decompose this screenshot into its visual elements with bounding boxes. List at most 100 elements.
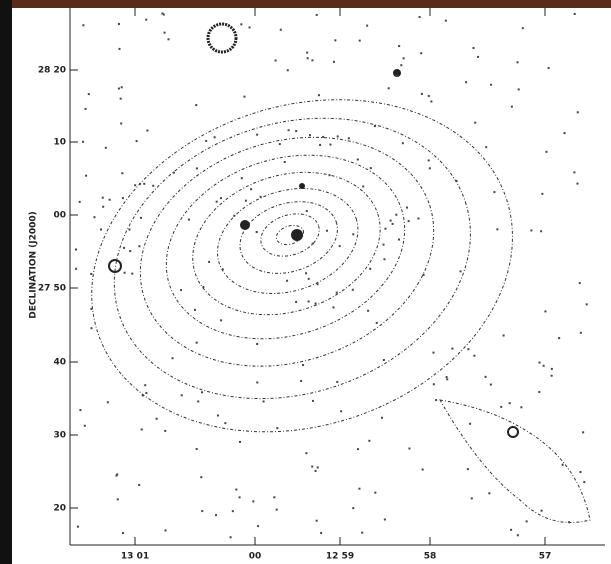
noise-dot — [334, 39, 336, 41]
noise-dot — [500, 406, 502, 408]
x-tick-label: 13 01 — [121, 552, 149, 562]
noise-dot — [256, 381, 258, 383]
noise-dot — [422, 469, 424, 471]
noise-dot — [485, 376, 487, 378]
noise-dot — [428, 95, 430, 97]
noise-dot — [144, 384, 146, 386]
noise-dot — [250, 188, 252, 190]
noise-dot — [473, 355, 475, 357]
noise-dot — [374, 125, 376, 127]
noise-dot — [388, 87, 390, 89]
noise-dot — [548, 67, 550, 69]
noise-dot — [256, 231, 258, 233]
noise-dot — [215, 514, 217, 516]
noise-dot — [526, 520, 528, 522]
noise-dot — [396, 75, 398, 77]
noise-dot — [472, 47, 474, 49]
noise-dot — [146, 130, 148, 132]
noise-dot — [503, 334, 505, 336]
noise-dot — [539, 362, 541, 364]
noise-dot — [279, 143, 281, 145]
y-axis-label: DECLINATION (J2000) — [29, 211, 39, 319]
noise-dot — [573, 171, 575, 173]
noise-dot — [329, 174, 331, 176]
noise-dot — [318, 94, 320, 96]
noise-dot — [252, 500, 254, 502]
noise-dot — [307, 57, 309, 59]
noise-dot — [579, 282, 581, 284]
noise-dot — [75, 268, 77, 270]
noise-dot — [84, 425, 86, 427]
x-tick-label: 58 — [424, 552, 437, 562]
noise-dot — [488, 492, 490, 494]
noise-dot — [348, 137, 350, 139]
noise-dot — [306, 210, 308, 212]
noise-dot — [105, 147, 107, 149]
noise-dot — [510, 529, 512, 531]
noise-dot — [496, 228, 498, 230]
noise-dot — [75, 249, 77, 251]
noise-dot — [408, 220, 410, 222]
y-tick-label: 30 — [53, 431, 66, 441]
noise-dot — [582, 431, 584, 433]
noise-dot — [308, 278, 310, 280]
noise-dot — [107, 401, 109, 403]
noise-dot — [116, 475, 118, 477]
noise-dot — [256, 343, 258, 345]
noise-dot — [122, 197, 124, 199]
noise-dot — [421, 93, 423, 95]
noise-dot — [286, 280, 288, 282]
noise-dot — [383, 244, 385, 246]
noise-dot — [118, 88, 120, 90]
noise-dot — [85, 108, 87, 110]
noise-dot — [136, 140, 138, 142]
noise-dot — [216, 201, 218, 203]
noise-dot — [302, 364, 304, 366]
noise-dot — [276, 427, 278, 429]
noise-dot — [446, 376, 448, 378]
noise-dot — [197, 400, 199, 402]
noise-dot — [322, 136, 324, 138]
noise-dot — [579, 471, 581, 473]
noise-dot — [109, 199, 111, 201]
noise-dot — [121, 172, 123, 174]
noise-dot — [406, 207, 408, 209]
noise-dot — [315, 303, 317, 305]
noise-dot — [568, 521, 570, 523]
noise-dot — [390, 220, 392, 222]
figure: DECLINATION (J2000) 28 20100027 50403020… — [0, 0, 611, 564]
noise-dot — [202, 286, 204, 288]
noise-dot — [194, 309, 196, 311]
noise-dot — [417, 217, 419, 219]
noise-dot — [538, 391, 540, 393]
noise-dot — [117, 498, 119, 500]
noise-dot — [121, 86, 123, 88]
noise-dot — [88, 93, 90, 95]
noise-dot — [134, 184, 136, 186]
noise-dot — [432, 352, 434, 354]
noise-dot — [518, 88, 520, 90]
noise-dot — [201, 391, 203, 393]
noise-dot — [398, 45, 400, 47]
background — [0, 0, 611, 564]
noise-dot — [93, 216, 95, 218]
noise-dot — [419, 16, 421, 18]
noise-dot — [90, 273, 92, 275]
noise-dot — [574, 13, 576, 15]
noise-dot — [306, 52, 308, 54]
noise-dot — [471, 497, 473, 499]
noise-dot — [156, 418, 158, 420]
noise-dot — [305, 272, 307, 274]
noise-dot — [580, 332, 582, 334]
noise-dot — [366, 25, 368, 27]
noise-dot — [284, 161, 286, 163]
x-tick-label: 57 — [539, 552, 552, 562]
noise-dot — [119, 48, 121, 50]
noise-dot — [522, 27, 524, 29]
noise-dot — [102, 197, 104, 199]
noise-dot — [79, 409, 81, 411]
noise-dot — [305, 452, 307, 454]
noise-dot — [435, 399, 437, 401]
y-tick-label: 40 — [53, 358, 66, 368]
noise-dot — [205, 140, 207, 142]
